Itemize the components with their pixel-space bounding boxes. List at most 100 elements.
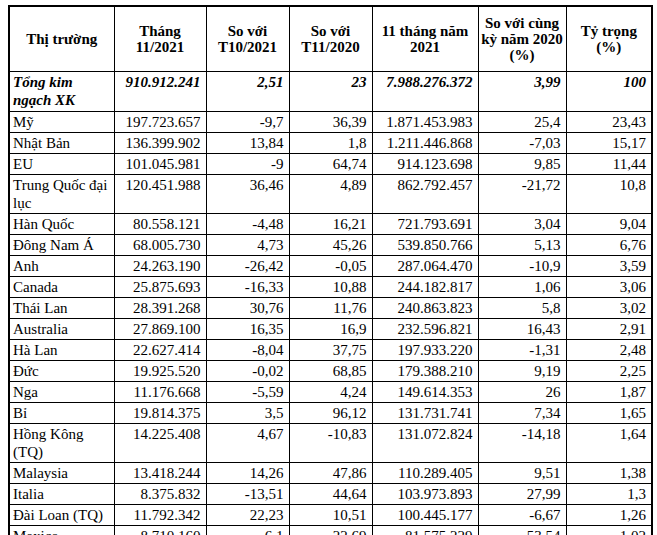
value-cell: 13,84: [206, 133, 289, 154]
document-page: Thị trường Tháng 11/2021 So với T10/2021…: [8, 5, 657, 535]
column-header-vs-same-period-2020: So với cùng kỳ năm 2020 (%): [478, 6, 566, 72]
value-cell: -8,04: [206, 340, 289, 361]
value-cell: 7,34: [478, 403, 566, 424]
value-cell: 539.850.766: [372, 235, 478, 256]
value-cell: 9,51: [478, 463, 566, 484]
value-cell: 53,54: [478, 526, 566, 535]
value-cell: 47,86: [289, 463, 372, 484]
value-cell: 4,73: [206, 235, 289, 256]
value-cell: 16,35: [206, 319, 289, 340]
value-cell: 4,24: [289, 382, 372, 403]
value-cell: 11.176.668: [114, 382, 206, 403]
market-name-cell: Malaysia: [9, 463, 114, 484]
value-cell: 131.731.741: [372, 403, 478, 424]
value-cell: 2,25: [566, 361, 652, 382]
value-cell: 287.064.470: [372, 256, 478, 277]
value-cell: 131.072.824: [372, 424, 478, 463]
value-cell: 1,26: [566, 505, 652, 526]
value-cell: -6,1: [206, 526, 289, 535]
value-cell: 103.973.893: [372, 484, 478, 505]
market-name-cell: Đức: [9, 361, 114, 382]
value-cell: -13,51: [206, 484, 289, 505]
market-name-cell: Italia: [9, 484, 114, 505]
value-cell: 3,59: [566, 256, 652, 277]
value-cell: 7.988.276.372: [372, 72, 478, 112]
value-cell: -5,59: [206, 382, 289, 403]
table-row: Hồng Kông (TQ)14.225.4084,67-10,83131.07…: [9, 424, 652, 463]
value-cell: 1.211.446.868: [372, 133, 478, 154]
total-row: Tổng kim ngạch XK910.912.2412,51237.988.…: [9, 72, 652, 112]
table-row: Bỉ19.814.3753,596,12131.731.7417,341,65: [9, 403, 652, 424]
value-cell: -7,03: [478, 133, 566, 154]
market-name-cell: EU: [9, 154, 114, 175]
market-name-cell: Hồng Kông (TQ): [9, 424, 114, 463]
value-cell: 81.575.229: [372, 526, 478, 535]
value-cell: 16,9: [289, 319, 372, 340]
table-row: Nga11.176.668-5,594,24149.614.353261,87: [9, 382, 652, 403]
value-cell: 1,38: [566, 463, 652, 484]
value-cell: -0,05: [289, 256, 372, 277]
value-cell: 101.045.981: [114, 154, 206, 175]
market-name-cell: Tổng kim ngạch XK: [9, 72, 114, 112]
value-cell: 1.871.453.983: [372, 112, 478, 133]
table-row: EU101.045.981-964,74914.123.6989,8511,44: [9, 154, 652, 175]
value-cell: -10,83: [289, 424, 372, 463]
value-cell: 22,69: [289, 526, 372, 535]
value-cell: 11,76: [289, 298, 372, 319]
value-cell: 3,06: [566, 277, 652, 298]
value-cell: 11.792.342: [114, 505, 206, 526]
value-cell: 1,8: [289, 133, 372, 154]
market-name-cell: Đài Loan (TQ): [9, 505, 114, 526]
value-cell: 2,91: [566, 319, 652, 340]
value-cell: 197.723.657: [114, 112, 206, 133]
value-cell: 28.391.268: [114, 298, 206, 319]
value-cell: 10,51: [289, 505, 372, 526]
value-cell: 8.710.160: [114, 526, 206, 535]
value-cell: 232.596.821: [372, 319, 478, 340]
table-row: Nhật Bản136.399.90213,841,81.211.446.868…: [9, 133, 652, 154]
value-cell: 6,76: [566, 235, 652, 256]
value-cell: 136.399.902: [114, 133, 206, 154]
value-cell: 10,8: [566, 175, 652, 214]
value-cell: 27.869.100: [114, 319, 206, 340]
table-row: Trung Quốc đại lục120.451.98836,464,8986…: [9, 175, 652, 214]
value-cell: 36,46: [206, 175, 289, 214]
value-cell: 68.005.730: [114, 235, 206, 256]
market-name-cell: Mỹ: [9, 112, 114, 133]
value-cell: 2,48: [566, 340, 652, 361]
value-cell: 68,85: [289, 361, 372, 382]
value-cell: 26: [478, 382, 566, 403]
value-cell: 244.182.817: [372, 277, 478, 298]
value-cell: 23,43: [566, 112, 652, 133]
value-cell: 36,39: [289, 112, 372, 133]
value-cell: 45,26: [289, 235, 372, 256]
market-name-cell: Mexico: [9, 526, 114, 535]
value-cell: 1,3: [566, 484, 652, 505]
header-row: Thị trường Tháng 11/2021 So với T10/2021…: [9, 6, 652, 72]
market-name-cell: Nhật Bản: [9, 133, 114, 154]
table-row: Mexico8.710.160-6,122,6981.575.22953,541…: [9, 526, 652, 535]
value-cell: 13.418.244: [114, 463, 206, 484]
table-row: Đức19.925.520-0,0268,85179.388.2109,192,…: [9, 361, 652, 382]
table-row: Anh24.263.190-26,42-0,05287.064.470-10,9…: [9, 256, 652, 277]
value-cell: 22,23: [206, 505, 289, 526]
value-cell: -6,67: [478, 505, 566, 526]
value-cell: -9: [206, 154, 289, 175]
value-cell: -1,31: [478, 340, 566, 361]
market-name-cell: Anh: [9, 256, 114, 277]
column-header-vs-t10-2021: So với T10/2021: [206, 6, 289, 72]
value-cell: 19.814.375: [114, 403, 206, 424]
value-cell: 10,88: [289, 277, 372, 298]
value-cell: 149.614.353: [372, 382, 478, 403]
value-cell: 64,74: [289, 154, 372, 175]
value-cell: 9,04: [566, 214, 652, 235]
value-cell: 15,17: [566, 133, 652, 154]
export-markets-table: Thị trường Tháng 11/2021 So với T10/2021…: [8, 5, 653, 535]
table-row: Italia8.375.832-13,5144,64103.973.89327,…: [9, 484, 652, 505]
value-cell: 27,99: [478, 484, 566, 505]
value-cell: -4,48: [206, 214, 289, 235]
market-name-cell: Australia: [9, 319, 114, 340]
value-cell: 14,26: [206, 463, 289, 484]
value-cell: 3,5: [206, 403, 289, 424]
table-row: Australia27.869.10016,3516,9232.596.8211…: [9, 319, 652, 340]
